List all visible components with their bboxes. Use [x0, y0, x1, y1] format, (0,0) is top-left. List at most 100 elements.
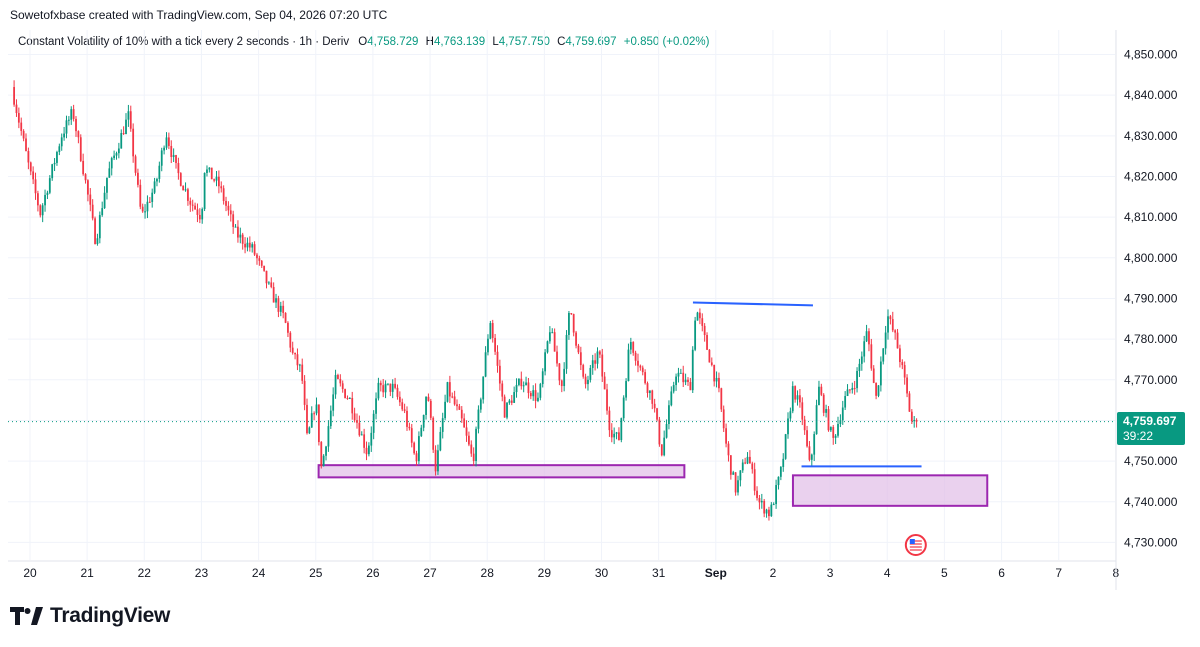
candle-body — [372, 413, 375, 433]
candle-body — [67, 119, 70, 121]
candle-body — [627, 349, 630, 382]
candle-body — [634, 352, 637, 361]
candle-body — [565, 334, 568, 369]
change-value: +0.850 (+0.02%) — [623, 36, 710, 48]
candle-body — [306, 404, 308, 434]
candle-body — [682, 372, 685, 383]
candle-body — [822, 394, 825, 413]
candle-body — [315, 404, 318, 414]
candle-body — [853, 387, 856, 389]
candle-body — [191, 204, 194, 206]
candle-body — [144, 211, 146, 213]
open-value: 4,758.729 — [367, 36, 419, 48]
candle-body — [677, 372, 680, 377]
candle-body — [660, 444, 663, 456]
candle-body — [903, 365, 906, 378]
candle-body — [606, 389, 608, 411]
candle-body — [415, 453, 418, 462]
candle-body — [427, 396, 430, 401]
candle-body — [125, 119, 127, 135]
candle-body — [337, 374, 339, 379]
y-tick-label: 4,730.000 — [1124, 535, 1178, 549]
candle-body — [320, 442, 323, 467]
candle-body — [406, 410, 408, 427]
candle-body — [363, 434, 366, 448]
candle-body — [413, 442, 416, 454]
y-tick-label: 4,740.000 — [1124, 495, 1178, 509]
candle-body — [706, 335, 708, 350]
candle-body — [710, 362, 713, 365]
candle-body — [513, 392, 516, 403]
candle-body — [815, 405, 818, 435]
candle-body — [448, 382, 451, 397]
candle-body — [653, 403, 656, 409]
candle-body — [282, 305, 285, 313]
candle-body — [239, 234, 242, 238]
candle-body — [341, 383, 344, 390]
candle-body — [553, 332, 556, 352]
candle-body — [506, 402, 508, 418]
candle-body — [46, 192, 49, 195]
candle-body — [263, 265, 266, 271]
candle-body — [294, 352, 296, 355]
candle-body — [489, 323, 492, 339]
candle-body — [232, 214, 235, 227]
candle-body — [915, 419, 918, 422]
symbol-label[interactable]: Constant Volatility of 10% with a tick e… — [18, 36, 350, 48]
candle-body — [648, 390, 651, 394]
last-price-tag: 4,759.697 39:22 — [1117, 412, 1185, 445]
candle-body — [258, 258, 261, 261]
candle-body — [777, 476, 780, 486]
candle-body — [98, 215, 101, 239]
candle-body — [389, 383, 392, 392]
candle-body — [139, 184, 142, 207]
candle-body — [217, 176, 220, 187]
candle-body — [472, 453, 475, 461]
candle-body — [879, 361, 882, 386]
candle-body — [479, 399, 482, 410]
x-tick-label: 20 — [23, 566, 37, 580]
candle-body — [503, 396, 506, 418]
x-tick-label: 21 — [80, 566, 94, 580]
candle-body — [818, 386, 820, 406]
candle-body — [572, 314, 575, 333]
candle-body — [439, 431, 442, 451]
candle-body — [167, 137, 170, 146]
candle-body — [563, 368, 566, 387]
candle-body — [348, 398, 351, 400]
candle-body — [494, 337, 497, 352]
y-tick-label: 4,840.000 — [1124, 88, 1178, 102]
candle-body — [834, 435, 837, 438]
candle-body — [591, 360, 594, 368]
tradingview-logo[interactable]: TradingView — [10, 604, 170, 628]
candle-body — [484, 352, 487, 377]
candle-body — [532, 390, 535, 397]
candle-body — [863, 341, 866, 357]
candle-body — [375, 398, 377, 414]
candle-body — [334, 374, 337, 395]
candle-body — [317, 404, 320, 443]
ohlc-legend: Constant Volatility of 10% with a tick e… — [18, 36, 709, 48]
candle-body — [53, 162, 56, 165]
candle-body — [913, 419, 916, 422]
candle-body — [384, 383, 387, 393]
x-tick-label: 25 — [309, 566, 323, 580]
candle-body — [456, 404, 458, 407]
candle-body — [15, 104, 18, 114]
candle-body — [910, 411, 913, 422]
candle-body — [172, 155, 175, 158]
candle-body — [25, 138, 27, 152]
candle-body — [839, 420, 842, 424]
candle-body — [713, 364, 716, 382]
candle-body — [260, 260, 263, 266]
candle-body — [644, 372, 647, 384]
candle-body — [610, 430, 613, 438]
candle-body — [367, 445, 370, 455]
candle-body — [58, 146, 61, 152]
candle-body — [715, 377, 718, 382]
candle-body — [468, 435, 470, 445]
x-tick-label: 26 — [366, 566, 380, 580]
bar-countdown: 39:22 — [1123, 429, 1154, 443]
candle-body — [475, 428, 477, 461]
